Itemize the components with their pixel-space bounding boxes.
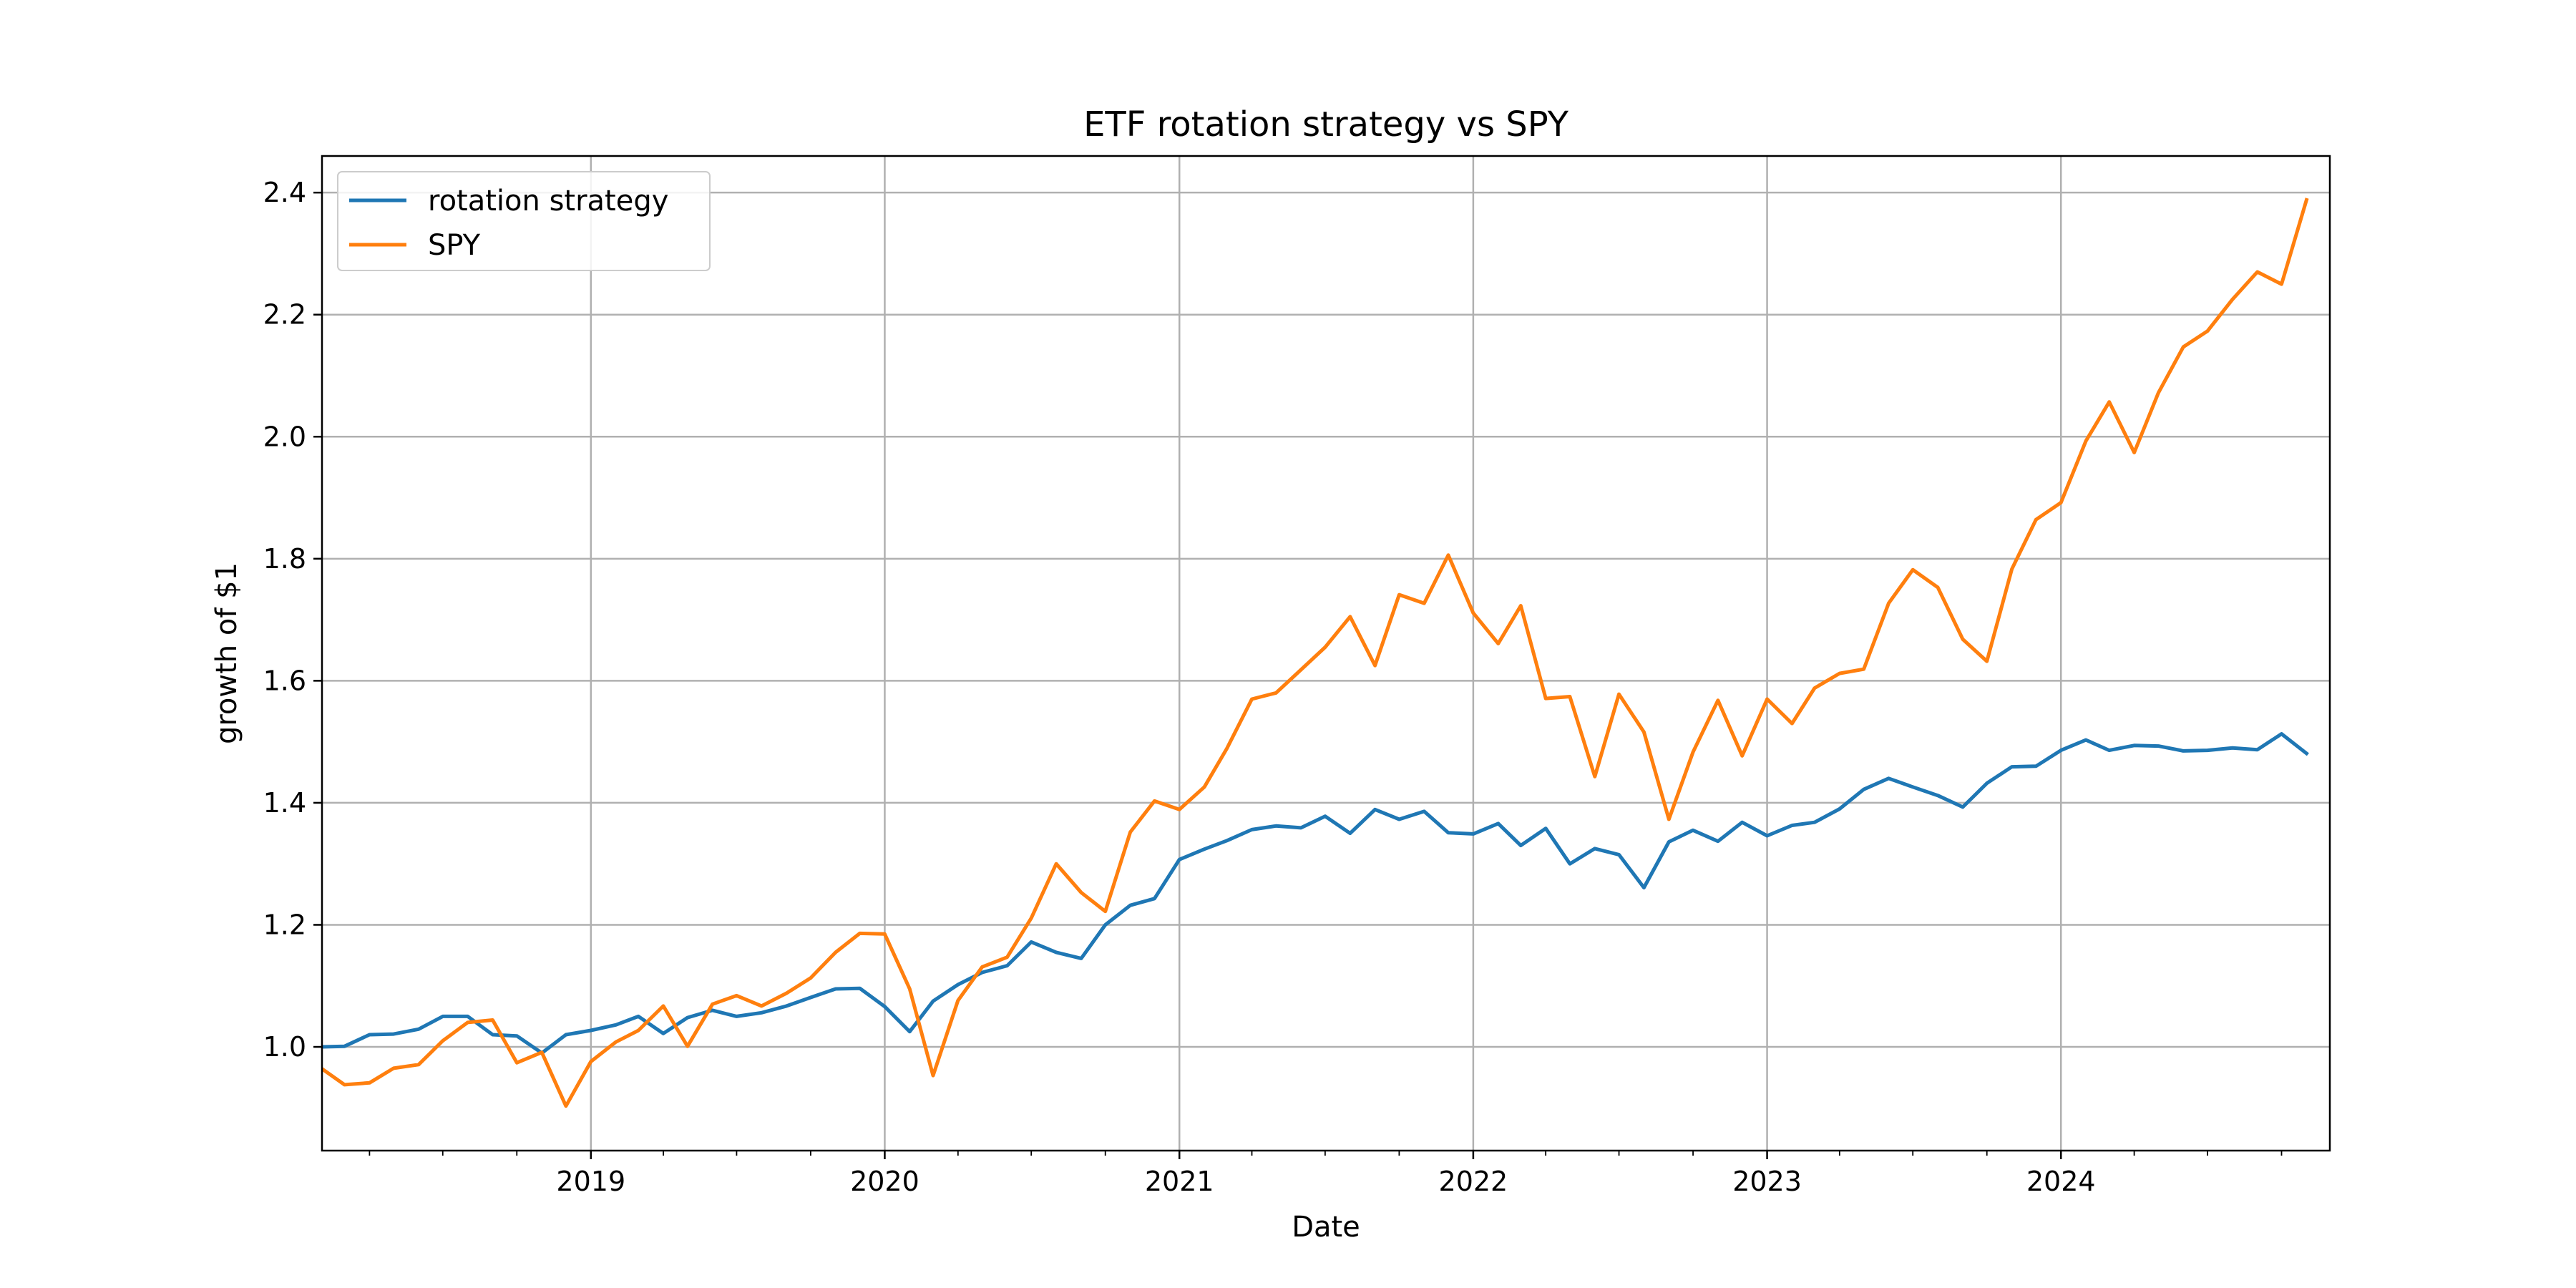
y-tick-label: 1.2 [263, 909, 306, 940]
x-tick-label: 2021 [1145, 1166, 1214, 1197]
plot-area-frame [321, 155, 2331, 1152]
y-tick-label: 2.4 [263, 177, 306, 208]
x-axis: 2019 2020 2021 2022 2023 2024 [369, 1151, 2283, 1197]
y-tick-label: 2.0 [263, 421, 306, 452]
series-line-spy [322, 197, 2309, 1108]
x-tick-label: 2024 [2026, 1166, 2096, 1197]
y-axis: 1.0 1.2 1.4 1.6 1.8 2.0 2.2 2.4 [263, 177, 322, 1063]
y-tick-label: 1.0 [263, 1031, 306, 1063]
x-axis-label: Date [1292, 1211, 1360, 1244]
legend: rotation strategy SPY [337, 171, 711, 271]
x-tick-label: 2020 [850, 1166, 919, 1197]
y-tick-label: 1.6 [263, 665, 306, 696]
legend-box [337, 171, 711, 271]
y-tick-label: 1.8 [263, 543, 306, 575]
series-layer [322, 197, 2309, 1108]
x-tick-label: 2023 [1732, 1166, 1802, 1197]
chart-title: ETF rotation strategy vs SPY [1083, 104, 1568, 145]
y-tick-label: 1.4 [263, 787, 306, 819]
x-tick-label: 2019 [556, 1166, 625, 1197]
y-tick-label: 2.2 [263, 299, 306, 331]
legend-label-rotation-strategy: rotation strategy [428, 185, 668, 218]
series-line-rotation-strategy [322, 732, 2309, 1055]
y-axis-label: growth of $1 [210, 562, 243, 744]
legend-label-spy: SPY [428, 229, 481, 262]
x-tick-label: 2022 [1439, 1166, 1508, 1197]
